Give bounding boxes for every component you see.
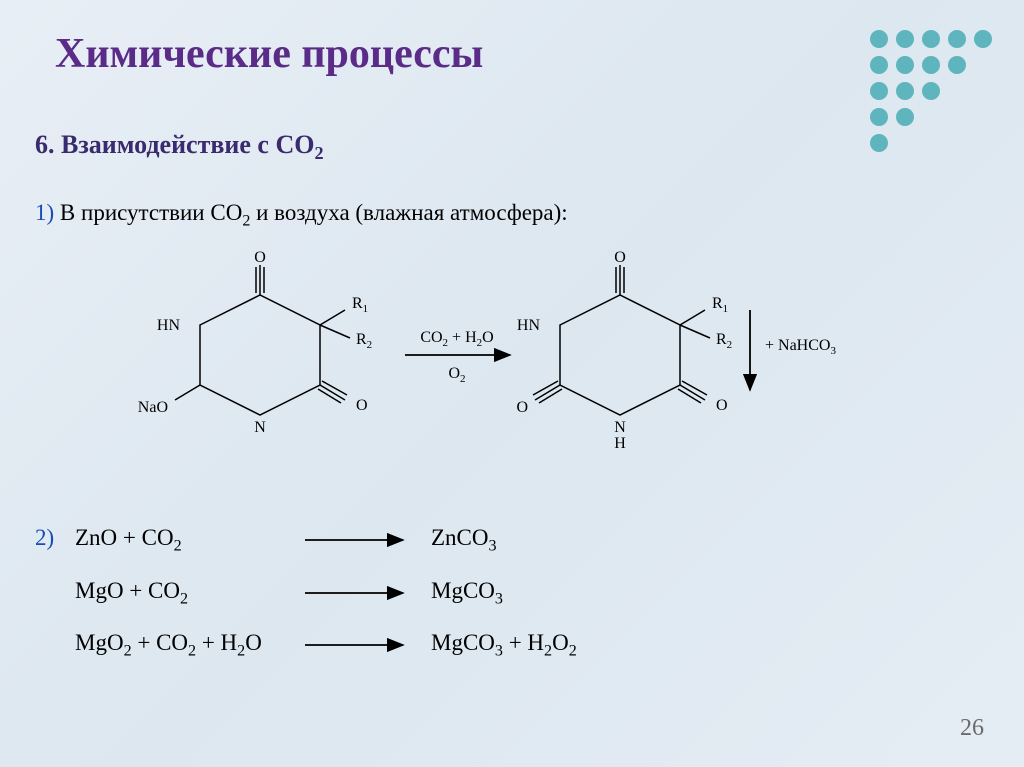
label-O-top-2: O (614, 250, 626, 266)
label-N-2: N (614, 419, 626, 436)
arrow-bottom-label: O2 (448, 365, 465, 385)
equations-block: 2) ZnO + CO2 ZnCO3 MgO + CO2 MgCO3 MgO2 + CO… (35, 525, 577, 683)
reaction-svg: O HN R1 R2 O N NaO CO2 + H2O O2 O HN R1 … (130, 250, 890, 470)
slide-subtitle: 6. Взаимодействие с CO2 (35, 130, 324, 164)
arrow-top-label: CO2 + H2O (420, 329, 493, 349)
label-HN-1: HN (157, 317, 181, 334)
label-NaO-1: NaO (138, 399, 168, 416)
item-number-2: 2) (35, 525, 54, 551)
subtitle-sub: 2 (314, 143, 323, 163)
equation-row: ZnO + CO2 ZnCO3 (75, 525, 577, 556)
label-H-2: H (614, 435, 626, 452)
condition-text-1: В присутствии CO (54, 200, 242, 225)
subtitle-text: Взаимодействие с CO (61, 130, 314, 159)
decor-dot (896, 108, 914, 126)
corner-dots (870, 30, 994, 154)
slide-title: Химические процессы (55, 30, 483, 78)
decor-dot (974, 30, 992, 48)
equation-lhs: MgO + CO2 (75, 578, 285, 609)
decor-dot (922, 30, 940, 48)
subtitle-prefix: 6. (35, 130, 61, 159)
decor-dot (896, 82, 914, 100)
label-HN-2: HN (517, 317, 541, 334)
label-O-top-1: O (254, 250, 266, 266)
decor-dot (870, 82, 888, 100)
decor-dot (870, 30, 888, 48)
equation-row: MgO2 + CO2 + H2O MgCO3 + H2O2 (75, 630, 577, 661)
label-R2-1: R2 (356, 331, 372, 351)
label-O-rb-2: O (716, 397, 728, 414)
label-R1-2: R1 (712, 295, 728, 315)
label-R2-2: R2 (716, 331, 732, 351)
item-number-1: 1) (35, 200, 54, 225)
equation-rhs: MgCO3 (431, 578, 503, 609)
equation-lhs: MgO2 + CO2 + H2O (75, 630, 285, 661)
decor-dot (870, 108, 888, 126)
decor-dot (896, 30, 914, 48)
label-R1-1: R1 (352, 295, 368, 315)
decor-dot (948, 30, 966, 48)
decor-dot (922, 56, 940, 74)
page-number: 26 (960, 715, 984, 742)
equation-arrow (303, 586, 413, 600)
decor-dot (948, 56, 966, 74)
condition-line: 1) В присутствии CO2 и воздуха (влажная … (35, 200, 568, 231)
equation-row: MgO + CO2 MgCO3 (75, 578, 577, 609)
reactant-structure (175, 265, 350, 415)
label-O-rb-1: O (356, 397, 368, 414)
condition-text-2: и воздуха (влажная атмосфера): (250, 200, 567, 225)
equation-rhs: ZnCO3 (431, 525, 497, 556)
equation-rhs: MgCO3 + H2O2 (431, 630, 577, 661)
decor-dot (896, 56, 914, 74)
decor-dot (922, 82, 940, 100)
decor-dot (870, 134, 888, 152)
product-extra-label: + NaHCO3 (765, 337, 836, 357)
reaction-scheme: O HN R1 R2 O N NaO CO2 + H2O O2 O HN R1 … (130, 250, 890, 470)
label-N-1: N (254, 419, 266, 436)
product-structure (533, 265, 710, 415)
decor-dot (870, 56, 888, 74)
equation-lhs: ZnO + CO2 (75, 525, 285, 556)
equation-arrow (303, 638, 413, 652)
label-O-lb-2: O (516, 399, 528, 416)
equation-arrow (303, 533, 413, 547)
